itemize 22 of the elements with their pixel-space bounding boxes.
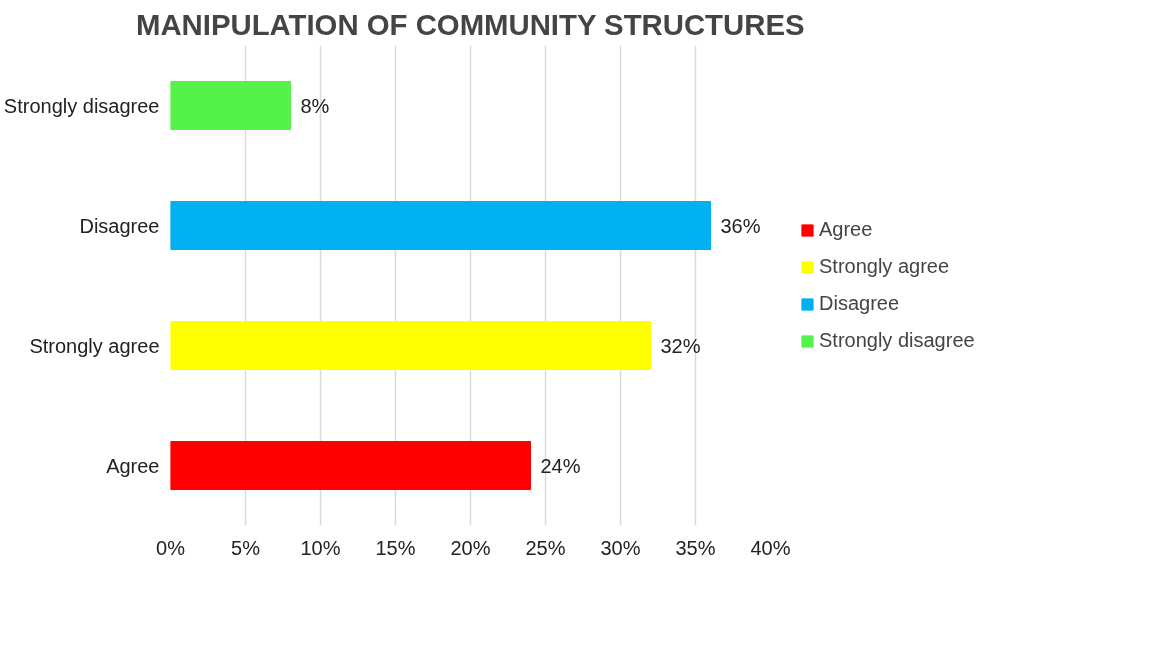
data-label: 24%	[540, 454, 581, 477]
x-tick-label: 5%	[231, 536, 261, 559]
x-tick-label: 25%	[525, 536, 566, 559]
y-tick-label: Strongly disagree	[3, 94, 160, 117]
x-tick-label: 10%	[300, 536, 341, 559]
data-label: 32%	[660, 334, 701, 357]
legend-label: Strongly agree	[819, 255, 950, 278]
chart-title: MANIPULATION OF COMMUNITY STRUCTURES	[135, 7, 805, 41]
x-tick-label: 0%	[156, 536, 186, 559]
data-label: 36%	[720, 214, 761, 237]
x-tick-label: 20%	[450, 536, 491, 559]
x-tick-label: 40%	[750, 536, 791, 559]
x-tick-label: 30%	[600, 536, 641, 559]
legend-label: Agree	[819, 218, 873, 241]
y-tick-label: Disagree	[79, 214, 160, 237]
legend-label: Disagree	[819, 292, 900, 315]
y-tick-label: Strongly agree	[29, 334, 160, 357]
x-tick-label: 15%	[375, 536, 416, 559]
legend-label: Strongly disagree	[819, 329, 975, 352]
y-tick-label: Agree	[106, 454, 160, 477]
data-label: 8%	[300, 94, 330, 117]
x-tick-label: 35%	[675, 536, 716, 559]
